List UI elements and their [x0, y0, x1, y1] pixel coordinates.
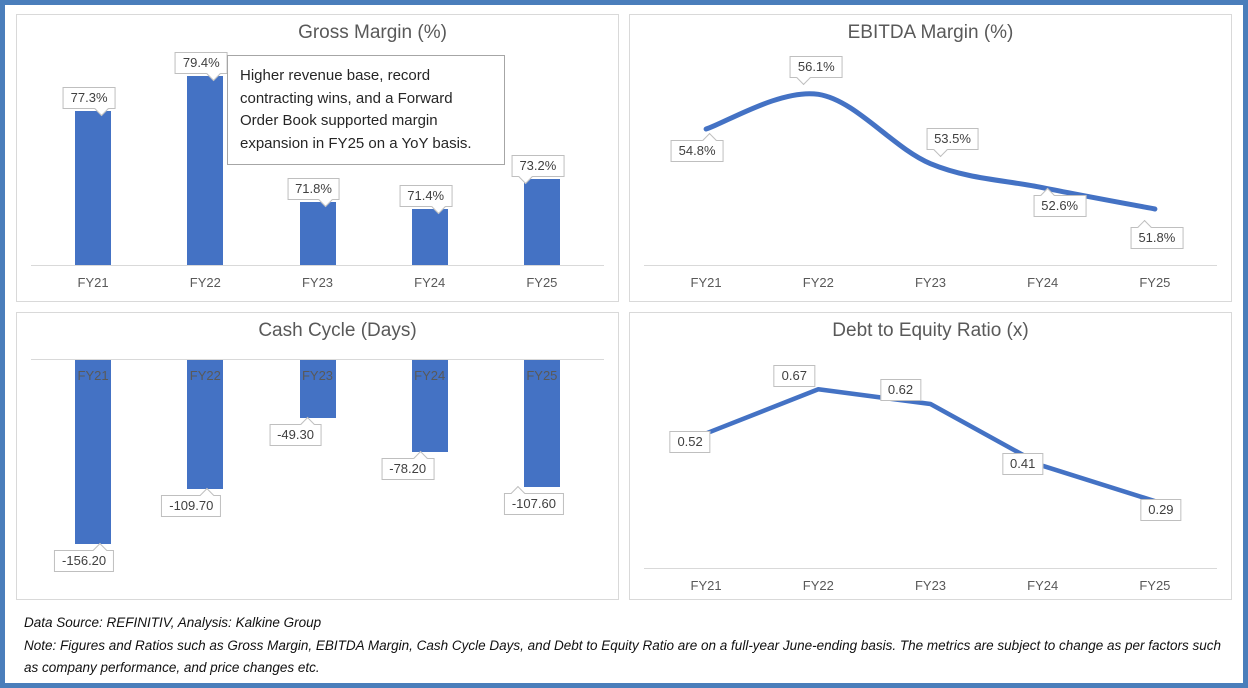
data-label-52.6: 52.6%: [1033, 187, 1087, 217]
chart-title-ebitda-margin: EBITDA Margin (%): [847, 22, 1014, 43]
category-label-fy22: FY22: [189, 275, 221, 290]
category-label-fy23: FY23: [301, 275, 334, 290]
panel-gross-margin: Gross Margin (%) FY21 FY22 FY23 FY24 FY25 77.…: [16, 14, 619, 302]
data-label-0.62: 0.62: [879, 379, 922, 401]
chart-title-cash-cycle: Cash Cycle (Days): [258, 320, 417, 341]
data-label-73.2: 73.2%: [511, 155, 565, 185]
bar-fy24: [411, 208, 448, 265]
category-label-fy25: FY25: [526, 275, 558, 290]
data-label-54.8: 54.8%: [670, 132, 724, 162]
category-label-fy24: FY24: [414, 275, 446, 290]
data-label-53.5: 53.5%: [926, 127, 979, 157]
bar-fy24: [411, 360, 448, 452]
data-label-51.8: 51.8%: [1130, 219, 1184, 249]
category-label-fy21: FY21: [77, 275, 109, 290]
category-label-fy22: FY22: [802, 578, 834, 593]
panel-debt-to-equity: Debt to Equity Ratio (x) FY21 FY22 FY23 FY2…: [629, 312, 1232, 600]
data-label-79.4: 79.4%: [174, 52, 228, 82]
disclaimer-note: Note: Figures and Ratios such as Gross M…: [24, 638, 1222, 675]
bar-fy25: [523, 179, 560, 265]
panel-ebitda-margin: EBITDA Margin (%) FY21 FY22 FY23 FY24 FY25 54…: [629, 14, 1232, 302]
plot-gross-margin: FY21 FY22 FY23 FY24 FY25 77.3% 79.4% 71.8% 71.4%…: [17, 15, 618, 301]
chart-title-gross-margin: Gross Margin (%): [298, 22, 447, 43]
callout-pointer: [300, 416, 316, 432]
data-source-line: Data Source: REFINITIV, Analysis: Kalkin…: [24, 615, 322, 630]
plot-cash-cycle: FY21 FY22 FY23 FY24 FY25 -156.20 -109.70 -49.30…: [17, 313, 618, 599]
data-label-0.41: 0.41: [1002, 452, 1044, 475]
callout-pointer: [510, 485, 525, 500]
series-path: [703, 91, 1158, 212]
data-label--78.20: -78.20: [381, 450, 435, 480]
bar-fy25: [523, 360, 560, 487]
category-label-fy22: FY22: [802, 275, 834, 290]
data-label-0.67: 0.67: [773, 365, 815, 388]
category-label-fy23: FY23: [914, 275, 947, 290]
category-label-fy25: FY25: [526, 368, 558, 383]
data-label--109.70: -109.70: [161, 487, 222, 518]
data-label-77.3: 77.3%: [62, 87, 116, 117]
category-label-fy22: FY22: [189, 368, 221, 383]
data-label--156.20: -156.20: [54, 542, 115, 572]
category-label-fy21: FY21: [690, 578, 722, 593]
category-label-fy23: FY23: [914, 578, 947, 593]
bar-fy21: [75, 111, 112, 265]
bar-fy22: [187, 360, 224, 490]
series-path: [703, 387, 1158, 504]
bar-fy22: [187, 76, 224, 265]
line-series-debt-to-equity: [703, 387, 1158, 504]
axis-line: [31, 359, 604, 360]
axis-line: [644, 265, 1217, 266]
category-label-fy21: FY21: [690, 275, 722, 290]
panel-cash-cycle: Cash Cycle (Days) FY21 FY22 FY23 FY24 FY25 -1…: [16, 312, 619, 600]
footer: Data Source: REFINITIV, Analysis: Kalkin…: [16, 612, 1232, 678]
bar-fy23: [299, 202, 336, 265]
charts-grid: Gross Margin (%) FY21 FY22 FY23 FY24 FY25 77.…: [16, 14, 1232, 600]
category-label-fy21: FY21: [77, 368, 109, 383]
annotation-box: Higher revenue base, record contracting …: [227, 55, 505, 165]
chart-title-debt-to-equity: Debt to Equity Ratio (x): [832, 320, 1029, 341]
data-label-0.29: 0.29: [1140, 499, 1182, 522]
category-label-fy24: FY24: [1027, 275, 1059, 290]
category-label-fy25: FY25: [1139, 578, 1171, 593]
category-label-fy24: FY24: [1027, 578, 1059, 593]
plot-debt-to-equity: FY21 FY22 FY23 FY24 FY25 0.52 0.67 0.62 0.41 0.29: [630, 313, 1231, 599]
bar-fy23: [299, 360, 336, 418]
data-label-0.52: 0.52: [669, 431, 711, 454]
axis-line: [644, 568, 1217, 569]
bar-fy21: [75, 360, 112, 544]
category-label-fy24: FY24: [414, 368, 446, 383]
callout-pointer: [413, 450, 428, 466]
data-label-71.8: 71.8%: [287, 178, 340, 208]
plot-ebitda-margin: FY21 FY22 FY23 FY24 FY25 54.8% 56.1% 53.5% 52.6%…: [630, 15, 1231, 301]
category-label-fy23: FY23: [301, 368, 334, 383]
data-label--49.30: -49.30: [269, 416, 322, 446]
category-label-fy25: FY25: [1139, 275, 1171, 290]
callout-pointer: [93, 542, 108, 557]
data-label-56.1: 56.1%: [789, 56, 843, 86]
axis-line: [31, 265, 604, 266]
line-series-ebitda-margin: [703, 91, 1158, 212]
data-label--107.60: -107.60: [503, 485, 564, 515]
callout-pointer: [200, 487, 215, 503]
data-label-71.4: 71.4%: [399, 184, 453, 214]
